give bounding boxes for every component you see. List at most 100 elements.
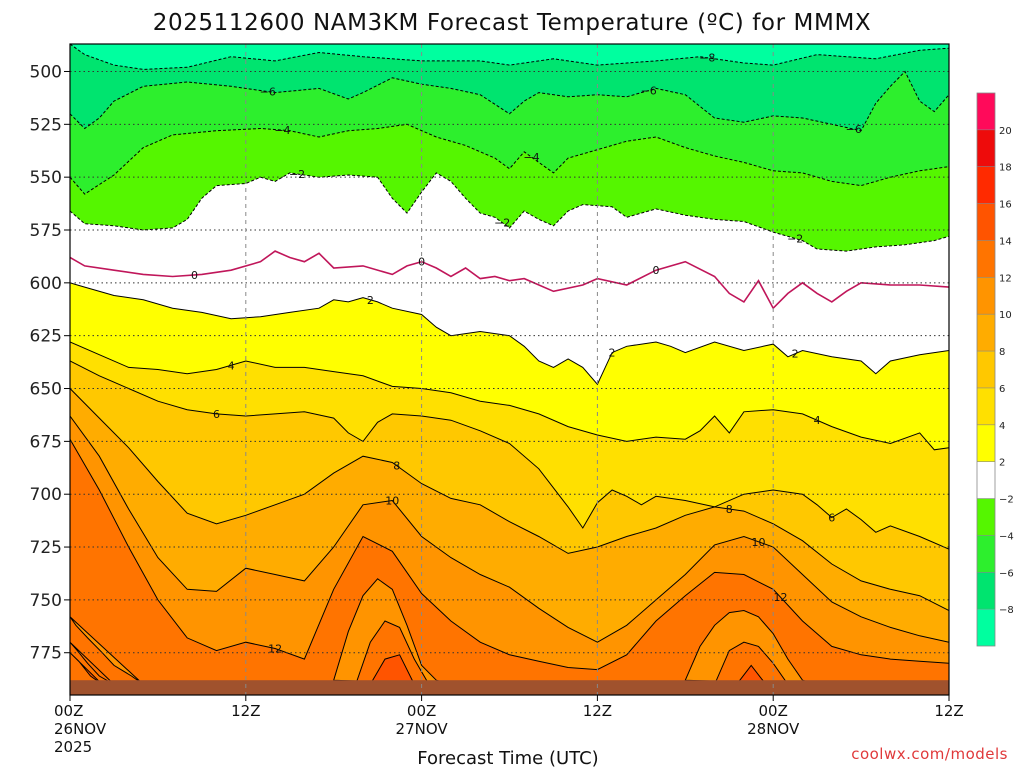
y-tick-label-700: 700: [30, 485, 62, 505]
colorbar-swatch-9: [977, 277, 995, 315]
contour-8: [70, 388, 949, 611]
contour-label--4-0: −4: [274, 124, 290, 137]
warm-core-3: [70, 641, 115, 685]
contour-4: [70, 341, 949, 451]
contour-labels: −8 −6 −6 −6 −4 −4 −2 −2 −2 0 0 0 2 2 2 4 4 6 6 8 8 10 10 12 12: [191, 52, 862, 656]
contour--2: [70, 172, 949, 252]
contour-2: [70, 282, 949, 386]
contour--8: [70, 44, 949, 70]
colorbar-label-8: 10: [999, 310, 1012, 321]
x-tick-date-0: 26NOV: [54, 720, 107, 738]
x-axis-label: Forecast Time (UTC): [417, 748, 598, 768]
contour-label--2-2: −2: [787, 232, 803, 245]
contour-10: [70, 415, 949, 643]
colorbar-label-10: 14: [999, 236, 1012, 247]
contour-label--2-1: −2: [494, 217, 510, 230]
colorbar-swatch-5: [977, 424, 995, 462]
colorbar-swatch-12: [977, 166, 995, 204]
colorbar-label-0: −8: [999, 605, 1014, 616]
contour-label-12-0: 12: [268, 643, 282, 656]
chart-title: 2025112600 NAM3KM Forecast Temperature (…: [153, 10, 872, 36]
contour-label-10-0: 10: [385, 495, 399, 508]
colorbar-label-5: 4: [999, 421, 1005, 432]
x-tick-date-4: 28NOV: [747, 720, 800, 738]
colorbar-label-7: 8: [999, 347, 1005, 358]
y-tick-label-625: 625: [30, 327, 62, 347]
colorbar-swatch-10: [977, 240, 995, 278]
surface-ground: [70, 680, 949, 695]
y-tick-label-650: 650: [30, 380, 62, 400]
colorbar: −8 −6 −4 −2 2 4 6 8 10 12 14 16 18 20: [976, 92, 1014, 647]
colorbar-swatch-4: [977, 461, 995, 499]
contour--6: [70, 70, 949, 132]
colorbar-swatch-14: [977, 93, 995, 130]
colorbar-label-1: −6: [999, 568, 1014, 579]
y-tick-label-550: 550: [30, 168, 62, 188]
contour-label-10-1: 10: [752, 536, 766, 549]
colorbar-swatch-0: [977, 609, 995, 646]
contour-label--6-0: −6: [260, 86, 276, 99]
colorbar-swatch-13: [977, 129, 995, 167]
contour-label--4-1: −4: [523, 151, 539, 164]
y-tick-label-500: 500: [30, 62, 62, 82]
contour-12: [70, 438, 949, 671]
colorbar-swatch-1: [977, 572, 995, 610]
colorbar-swatch-3: [977, 498, 995, 536]
contour-label-8-0: 8: [393, 460, 400, 473]
contour-label-2-2: 2: [792, 348, 799, 361]
contour-label-0-2: 0: [653, 264, 660, 277]
temperature-field: [70, 44, 949, 695]
x-tick-date-2: 27NOV: [396, 720, 449, 738]
contour-label--6-2: −6: [846, 123, 862, 136]
contour-label-0-0: 0: [191, 269, 198, 282]
colorbar-swatch-6: [977, 387, 995, 425]
contour--4: [70, 123, 949, 195]
warm-core-6: [70, 652, 103, 685]
contour-label-4-0: 4: [228, 359, 235, 372]
x-tick-label-2: 00Z: [407, 702, 436, 720]
contour-0: [70, 250, 949, 310]
y-tick-label-600: 600: [30, 274, 62, 294]
colorbar-swatch-11: [977, 203, 995, 241]
x-tick-year-0: 2025: [54, 738, 92, 756]
colorbar-label-4: 2: [999, 458, 1005, 469]
colorbar-frame: [976, 92, 996, 647]
colorbar-label-3: −2: [999, 495, 1014, 506]
contour-label-12-1: 12: [774, 591, 788, 604]
contour-label-6-1: 6: [828, 511, 835, 524]
contour-label-6-0: 6: [213, 408, 220, 421]
contour-label-4-1: 4: [814, 414, 821, 427]
colorbar-swatch-8: [977, 314, 995, 352]
y-tick-label-575: 575: [30, 221, 62, 241]
y-tick-label-675: 675: [30, 432, 62, 452]
plot-frame: [69, 43, 950, 696]
y-tick-label-750: 750: [30, 591, 62, 611]
colorbar-label-11: 16: [999, 200, 1012, 211]
colorbar-label-12: 18: [999, 163, 1012, 174]
credit-text: coolwx.com/models: [851, 745, 1008, 763]
x-tick-label-1: 12Z: [231, 702, 260, 720]
colorbar-label-9: 12: [999, 273, 1012, 284]
y-axis: 500 525 550 575 600 625 650 675 700 725 750 775: [30, 62, 70, 664]
colorbar-label-6: 6: [999, 384, 1005, 395]
contour-label--8-0: −8: [699, 52, 715, 65]
contour-label-0-1: 0: [418, 256, 425, 269]
contour-label--2-0: −2: [289, 168, 305, 181]
contour-label-2-1: 2: [609, 347, 616, 360]
y-tick-label-725: 725: [30, 538, 62, 558]
contour-label-8-1: 8: [726, 503, 733, 516]
y-tick-label-775: 775: [30, 644, 62, 664]
colorbar-label-13: 20: [999, 126, 1012, 137]
x-tick-label-0: 00Z: [54, 702, 83, 720]
colorbar-label-2: −4: [999, 531, 1014, 542]
y-tick-label-525: 525: [30, 115, 62, 135]
x-tick-label-4: 00Z: [759, 702, 788, 720]
colorbar-swatch-2: [977, 535, 995, 573]
contour-lines: [70, 44, 949, 671]
x-tick-label-5: 12Z: [934, 702, 963, 720]
x-tick-label-3: 12Z: [583, 702, 612, 720]
contour-label--6-1: −6: [641, 85, 657, 98]
contour-6: [70, 360, 949, 550]
